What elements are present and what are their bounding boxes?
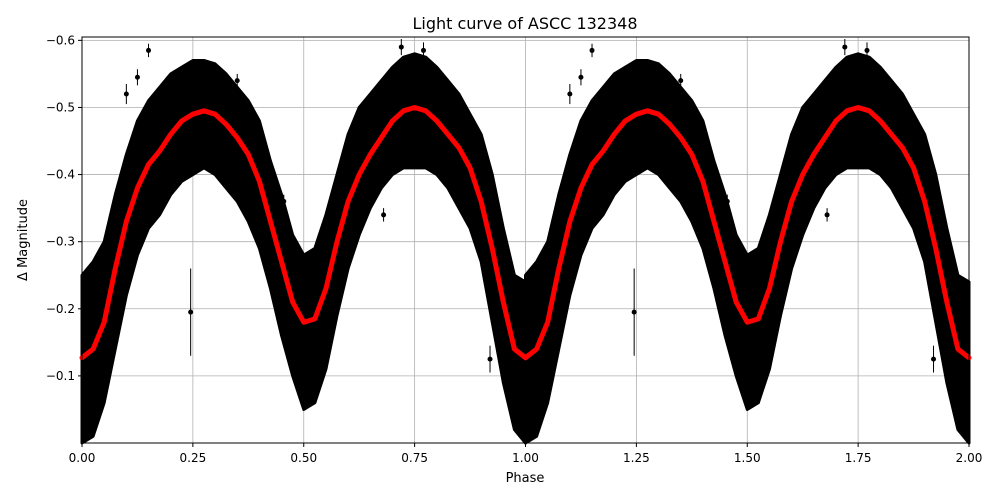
model-curve	[79, 104, 972, 361]
x-tick-label: 0.75	[401, 451, 428, 465]
data-point	[931, 356, 937, 362]
data-point	[398, 44, 404, 50]
data-point	[188, 309, 194, 315]
data-point	[234, 78, 240, 84]
data-point	[678, 78, 684, 84]
chart-title: Light curve of ASCC 132348	[412, 14, 637, 33]
x-tick-label: 1.00	[512, 451, 539, 465]
data-point	[547, 272, 553, 278]
y-tick-label: −0.1	[46, 369, 75, 383]
y-tick-label: −0.3	[46, 235, 75, 249]
y-tick-label: −0.4	[46, 168, 75, 182]
data-point	[420, 47, 426, 53]
data-point	[842, 44, 848, 50]
y-tick-label: −0.5	[46, 100, 75, 114]
data-point	[567, 91, 573, 97]
data-point	[631, 309, 637, 315]
data-point	[724, 198, 730, 204]
x-tick-label: 1.50	[734, 451, 761, 465]
x-axis-label: Phase	[506, 471, 545, 486]
x-tick-label: 0.25	[180, 451, 207, 465]
data-point	[773, 276, 779, 282]
y-axis-label: Δ Magnitude	[16, 199, 31, 281]
model-curve-line	[79, 104, 972, 361]
data-point	[146, 47, 152, 53]
data-point	[134, 74, 140, 80]
data-point	[487, 356, 493, 362]
outlier-points	[103, 39, 937, 373]
x-tick-label: 0.00	[69, 451, 96, 465]
y-tick-label: −0.6	[46, 33, 75, 47]
data-point	[103, 272, 109, 278]
data-point	[281, 198, 287, 204]
y-tick-label: −0.2	[46, 302, 75, 316]
data-point	[381, 212, 387, 218]
data-point	[824, 212, 830, 218]
data-point	[330, 276, 336, 282]
data-point	[589, 47, 595, 53]
data-point	[123, 91, 129, 97]
x-tick-label: 1.25	[623, 451, 650, 465]
x-tick-label: 2.00	[956, 451, 983, 465]
data-point	[864, 47, 870, 53]
ticks: 0.00 0.25 0.50 0.75 1.00 1.25 1.50 1.75 2.00 −0.6…	[46, 33, 983, 465]
data-point	[578, 74, 584, 80]
x-tick-label: 0.50	[290, 451, 317, 465]
x-tick-label: 1.75	[845, 451, 872, 465]
